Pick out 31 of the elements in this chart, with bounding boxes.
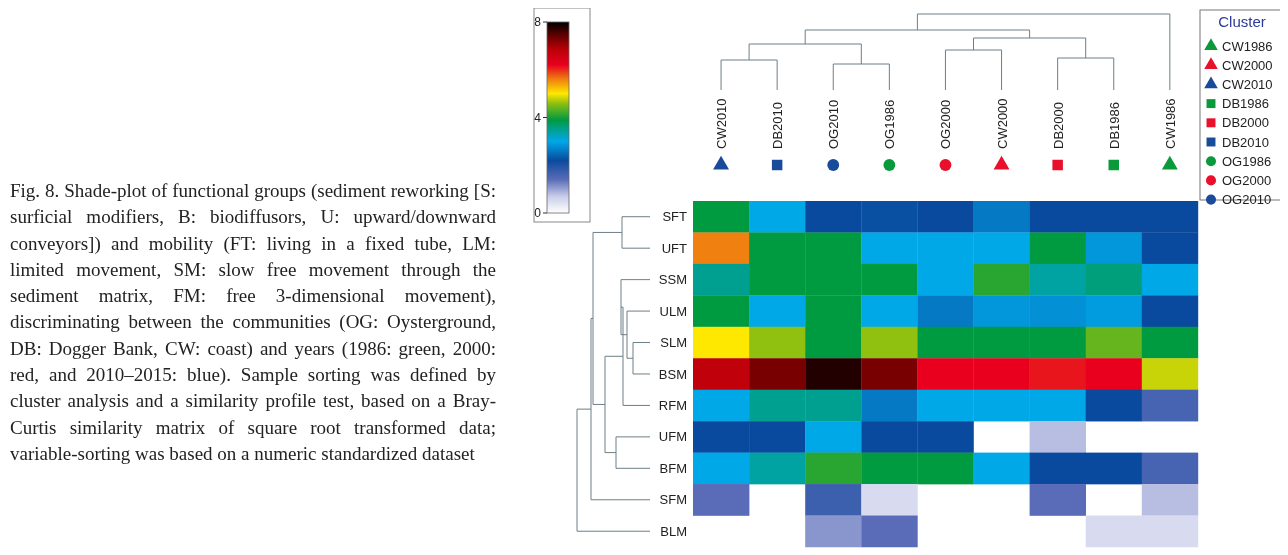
y-tick-label: RFM <box>658 397 687 413</box>
x-tick-label: OG2000 <box>938 99 954 149</box>
x-tick-label: DB2000 <box>1050 102 1066 149</box>
y-tick-label: SFM <box>659 492 687 508</box>
y-tick-label: UFM <box>658 429 687 445</box>
x-tick-label: CW2010 <box>714 98 730 149</box>
legend-label: CW1986 <box>1222 38 1273 54</box>
y-tick-label: BLM <box>660 523 687 539</box>
y-tick-label: BFM <box>659 460 687 476</box>
x-tick-label: CW1986 <box>1162 98 1178 149</box>
legend-title: Cluster <box>1218 13 1266 30</box>
text: Fig. 8. Shade-plot of functional groups (sediment reworking [S: surficial modifiers, B: biodiffusors, U: upward/downward conveyors]) and mobility (FT: living in a fixed tube, LM: limited movement, SM: slow free movement through the sediment matrix, FM: free 3-dimensional movement), discriminating between the communities (OG: Oysterground, DB: Dogger Bank, CW: coast) and years (1986: green, 2000: red, and 2010–2015: blue). Sample sorting was defined by cluster analysis and a similarity profile test, based on a Bray-Curtis similarity matrix of square root transformed data; variable-sorting was based on a numeric standardized dataset <box>10 180 496 464</box>
legend-label: OG2000 <box>1222 172 1272 188</box>
y-tick-label: SSM <box>658 272 687 288</box>
y-tick-label: SLM <box>660 335 687 351</box>
legend-label: OG1986 <box>1222 153 1272 169</box>
y-tick-label: UFT <box>661 240 688 256</box>
color-bar-label: 8 <box>534 15 542 30</box>
legend-label: OG2010 <box>1222 192 1272 208</box>
color-bar-label: 4 <box>534 110 542 125</box>
x-tick-label: DB1986 <box>1106 102 1122 149</box>
y-tick-label: ULM <box>659 303 687 319</box>
y-tick-label: SFT <box>662 209 688 225</box>
x-tick-label: OG2010 <box>826 99 842 149</box>
color-bar-label: 0 <box>534 206 542 221</box>
legend-label: CW2010 <box>1222 76 1273 92</box>
x-tick-label: DB2010 <box>770 102 786 149</box>
legend-label: CW2000 <box>1222 57 1273 73</box>
x-tick-label: OG1986 <box>882 99 898 149</box>
x-tick-label: CW2000 <box>994 98 1010 149</box>
y-tick-label: BSM <box>658 366 687 382</box>
